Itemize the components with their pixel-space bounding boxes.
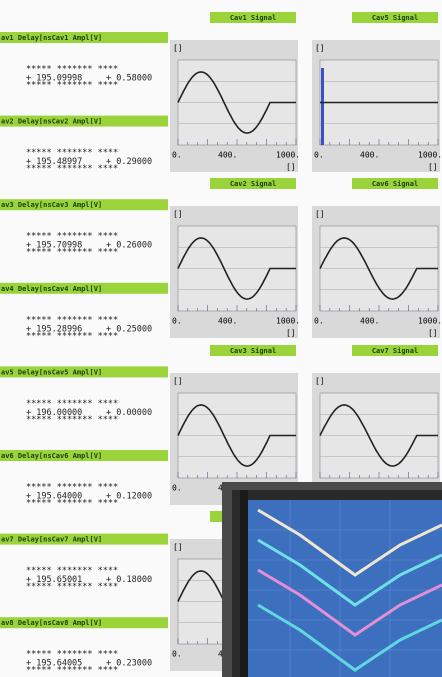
mask: ***** ******* ****: [26, 164, 118, 174]
x-tick-label: 400.: [360, 317, 379, 326]
graph-title: Cav1 Signal: [230, 14, 276, 22]
mask: ***** ******* ****: [26, 81, 118, 91]
mask: ***** ******* ****: [26, 499, 118, 509]
y-unit: []: [315, 377, 325, 386]
x-tick-label: 0.: [172, 317, 182, 326]
cavity-label: av5 Delay[nsCav5 Ampl[V]: [1, 368, 102, 376]
mask: ***** ******* ****: [26, 248, 118, 258]
oscilloscope-photo: [222, 482, 442, 677]
mask: ***** ******* ****: [26, 582, 118, 592]
x-unit: []: [286, 163, 296, 172]
y-unit: []: [315, 210, 325, 219]
y-unit: []: [173, 543, 183, 552]
graph-title: Cav2 Signal: [230, 180, 276, 188]
x-tick-label: 400.: [360, 151, 379, 160]
cavity-label: av7 Delay[nsCav7 Ampl[V]: [1, 536, 102, 544]
x-unit: []: [428, 329, 438, 338]
y-unit: []: [315, 44, 325, 53]
spike: [321, 68, 324, 145]
x-tick-label: 0.: [172, 484, 182, 493]
cavity-label: av6 Delay[nsCav6 Ampl[V]: [1, 452, 102, 460]
cavity-label: av2 Delay[nsCav2 Ampl[V]: [1, 118, 102, 126]
y-unit: []: [173, 44, 183, 53]
mask: ***** ******* ****: [26, 415, 118, 425]
cavity-label: av4 Delay[nsCav4 Ampl[V]: [1, 285, 102, 293]
graph-title: Cav5 Signal: [372, 14, 418, 22]
x-unit: []: [428, 163, 438, 172]
y-unit: []: [173, 377, 183, 386]
x-tick-label: 0.: [172, 650, 182, 659]
x-tick-label: 400.: [218, 151, 237, 160]
x-tick-label: 1000.: [276, 151, 300, 160]
x-tick-label: 0.: [314, 151, 324, 160]
x-tick-label: 1000.: [418, 151, 442, 160]
mask: ***** ******* ****: [26, 331, 118, 341]
x-unit: []: [286, 329, 296, 338]
x-tick-label: 400.: [218, 317, 237, 326]
graph-title: Cav7 Signal: [372, 347, 418, 355]
x-tick-label: 1000.: [418, 317, 442, 326]
screen: av1 Delay[nsCav1 Ampl[V] ***** ******* **…: [0, 0, 442, 677]
x-tick-label: 0.: [172, 151, 182, 160]
graph-title: Cav6 Signal: [372, 180, 418, 188]
x-tick-label: 0.: [314, 317, 324, 326]
cavity-label: av3 Delay[nsCav3 Ampl[V]: [1, 201, 102, 209]
mask: ***** ******* ****: [26, 666, 118, 676]
x-tick-label: 1000.: [276, 317, 300, 326]
cavity-label: av8 Delay[nsCav8 Ampl[V]: [1, 619, 102, 627]
cavity-label: av1 Delay[nsCav1 Ampl[V]: [1, 34, 102, 42]
graph-title: Cav3 Signal: [230, 347, 276, 355]
y-unit: []: [173, 210, 183, 219]
